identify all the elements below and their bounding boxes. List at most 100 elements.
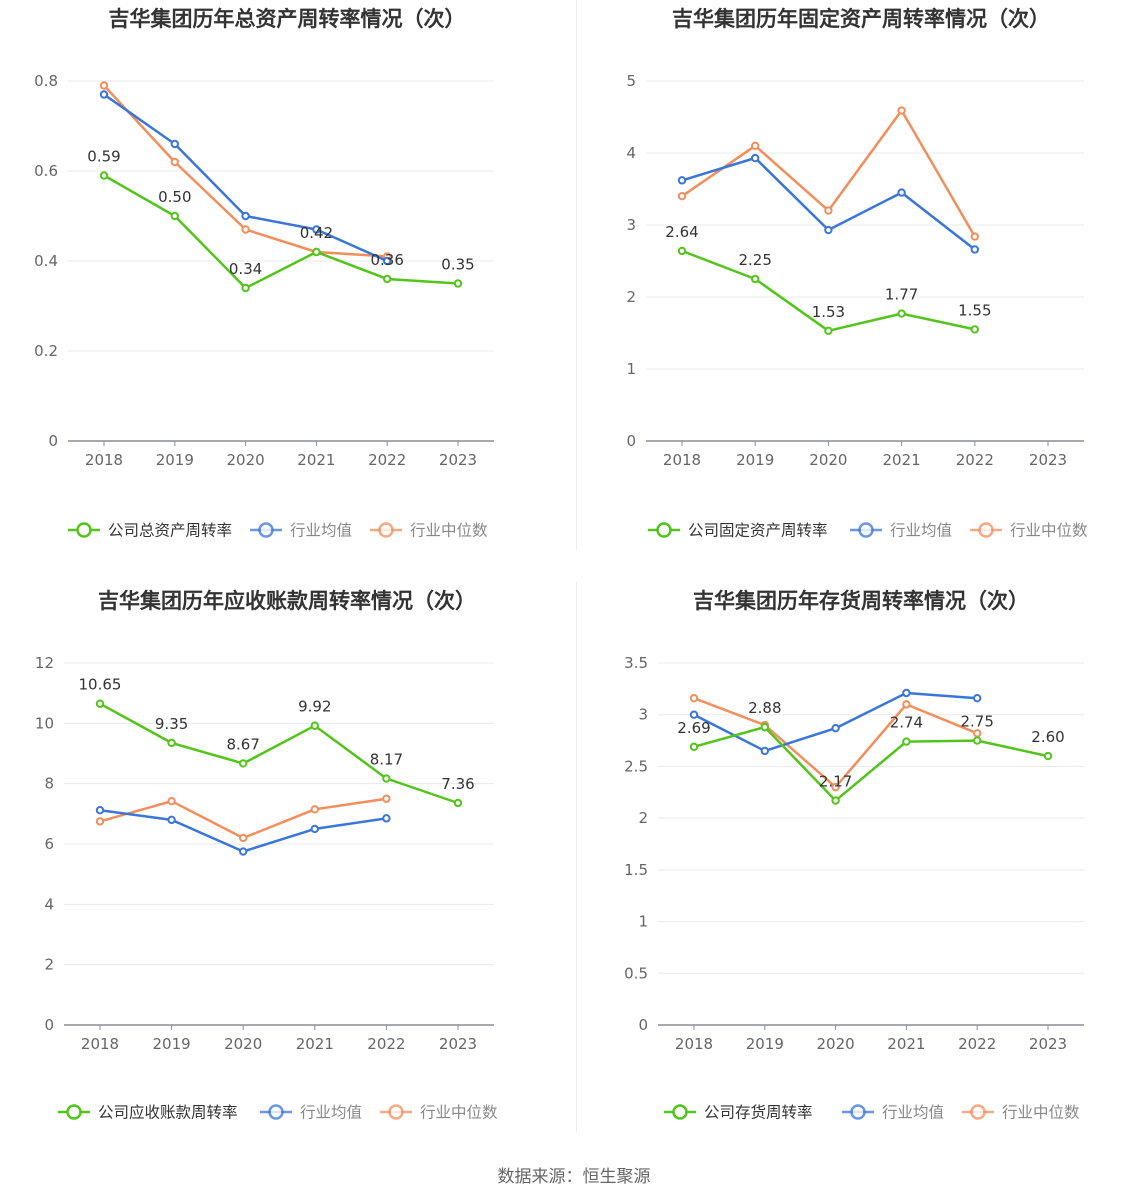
legend-item-median: 行业中位数 <box>970 522 1088 540</box>
y-tick-label: 0.6 <box>34 162 58 180</box>
data-point-company <box>677 246 687 256</box>
data-label: 10.65 <box>79 676 122 694</box>
y-tick-label: 3 <box>626 216 636 234</box>
x-tick-label: 2021 <box>887 1035 925 1053</box>
y-tick-label: 1.5 <box>624 861 648 879</box>
data-point-median <box>973 729 982 738</box>
data-point-company <box>824 326 833 336</box>
divider-top <box>576 0 577 550</box>
data-point-avg <box>312 225 321 234</box>
chart-title: 吉华集团历年存货周转率情况（次） <box>693 589 1029 613</box>
data-point-avg <box>310 824 319 834</box>
x-tick-label: 2019 <box>736 451 774 469</box>
data-label: 0.50 <box>158 188 191 206</box>
legend-item-median: 行业中位数 <box>370 522 488 540</box>
data-point-company <box>902 737 911 746</box>
data-point-median <box>831 782 840 792</box>
y-tick-label: 6 <box>44 835 54 853</box>
x-tick-label: 2022 <box>958 1035 996 1053</box>
legend-label: 行业均值 <box>300 1104 362 1122</box>
legend-item-company: 公司存货周转率 <box>664 1104 813 1122</box>
legend-label: 行业中位数 <box>410 522 488 540</box>
y-tick-label: 1 <box>626 360 636 378</box>
x-tick-label: 2020 <box>227 451 265 469</box>
legend-item-median: 行业中位数 <box>380 1104 498 1122</box>
y-tick-label: 10 <box>35 714 54 732</box>
legend-label: 公司应收账款周转率 <box>98 1103 238 1122</box>
y-tick-label: 5 <box>626 72 636 90</box>
legend-label: 行业中位数 <box>420 1104 498 1122</box>
data-point-company <box>453 279 463 288</box>
data-point-company <box>241 283 250 293</box>
chart-receivables-turnover: 吉华集团历年应收账款周转率情况（次） 0 2 4 6 8 10 12 2018 2019 2020 2… <box>0 582 574 1162</box>
data-point-avg <box>382 814 391 823</box>
y-tick-label: 0 <box>626 432 636 450</box>
data-point-median <box>382 794 391 803</box>
data-point-company <box>1043 751 1053 761</box>
x-tick-label: 2018 <box>663 451 701 469</box>
data-label: 8.17 <box>370 751 403 769</box>
data-point-median <box>970 232 979 241</box>
data-point-median <box>751 141 760 151</box>
data-point-company <box>897 309 906 318</box>
y-tick-label: 4 <box>44 895 54 913</box>
series-line-company <box>103 174 459 290</box>
legend-marker <box>970 1104 986 1120</box>
chart-svg: 吉华集团历年总资产周转率情况（次） 0 0.2 0.4 0.6 0.8 2018 2019 20… <box>34 7 494 540</box>
data-point-company <box>970 325 979 334</box>
legend-label: 行业均值 <box>882 1104 944 1122</box>
data-point-company <box>239 759 248 768</box>
legend-marker <box>378 522 394 538</box>
y-tick-label: 8 <box>44 775 54 793</box>
data-point-avg <box>831 723 840 733</box>
x-tick-label: 2018 <box>675 1035 713 1053</box>
y-tick-label: 0 <box>48 432 58 450</box>
divider-bottom <box>576 582 577 1132</box>
y-tick-label: 0 <box>44 1016 54 1034</box>
data-point-avg <box>689 710 699 719</box>
x-tick-label: 2022 <box>956 451 994 469</box>
data-point-avg <box>760 746 770 756</box>
data-point-company <box>383 274 392 284</box>
legend-label: 行业均值 <box>890 522 952 540</box>
legend-label: 公司固定资产周转率 <box>688 522 828 540</box>
data-point-company <box>382 774 391 783</box>
chart-total-asset-turnover: 吉华集团历年总资产周转率情况（次） 0 0.2 0.4 0.6 0.8 2018 2019 20… <box>0 0 574 580</box>
y-tick-label: 3 <box>638 706 648 724</box>
x-tick-label: 2018 <box>85 451 123 469</box>
data-label: 0.34 <box>229 260 262 278</box>
series-line-company <box>99 702 459 805</box>
legend-label: 公司总资产周转率 <box>108 522 232 540</box>
data-label: 2.64 <box>665 223 698 241</box>
data-label: 2.75 <box>960 713 993 731</box>
legend-marker <box>268 1104 284 1120</box>
x-tick-label: 2020 <box>809 451 847 469</box>
y-tick-label: 2.5 <box>624 757 648 775</box>
x-tick-label: 2023 <box>439 1035 477 1053</box>
data-point-company <box>95 699 105 708</box>
data-point-avg <box>167 815 176 825</box>
series-line-avg <box>103 93 388 263</box>
y-tick-label: 0.5 <box>624 964 648 982</box>
data-label: 2.88 <box>748 699 781 717</box>
data-point-median <box>689 693 699 703</box>
y-tick-label: 0.2 <box>34 342 58 360</box>
chart-svg: 吉华集团历年应收账款周转率情况（次） 0 2 4 6 8 10 12 2018 2019 2020 2… <box>35 589 498 1122</box>
legend-label: 公司存货周转率 <box>704 1104 813 1122</box>
y-tick-label: 2 <box>44 956 54 974</box>
data-point-avg <box>973 693 982 703</box>
data-point-company <box>760 722 770 732</box>
y-tick-label: 12 <box>35 654 54 672</box>
legend-item-median: 行业中位数 <box>962 1104 1080 1122</box>
data-point-avg <box>902 688 911 698</box>
data-point-avg <box>99 90 109 99</box>
series-line-avg <box>99 808 387 853</box>
chart-title: 吉华集团历年应收账款周转率情况（次） <box>98 589 476 613</box>
data-point-company <box>167 738 176 748</box>
data-label: 2.74 <box>890 714 923 732</box>
chart-fixed-asset-turnover: 吉华集团历年固定资产周转率情况（次） 0 1 2 3 4 5 2018 2019 2020 2021… <box>574 0 1148 580</box>
legend-label: 行业中位数 <box>1010 522 1088 540</box>
data-point-company <box>170 211 180 221</box>
data-label: 9.92 <box>298 698 331 716</box>
data-label: 1.53 <box>812 303 845 321</box>
